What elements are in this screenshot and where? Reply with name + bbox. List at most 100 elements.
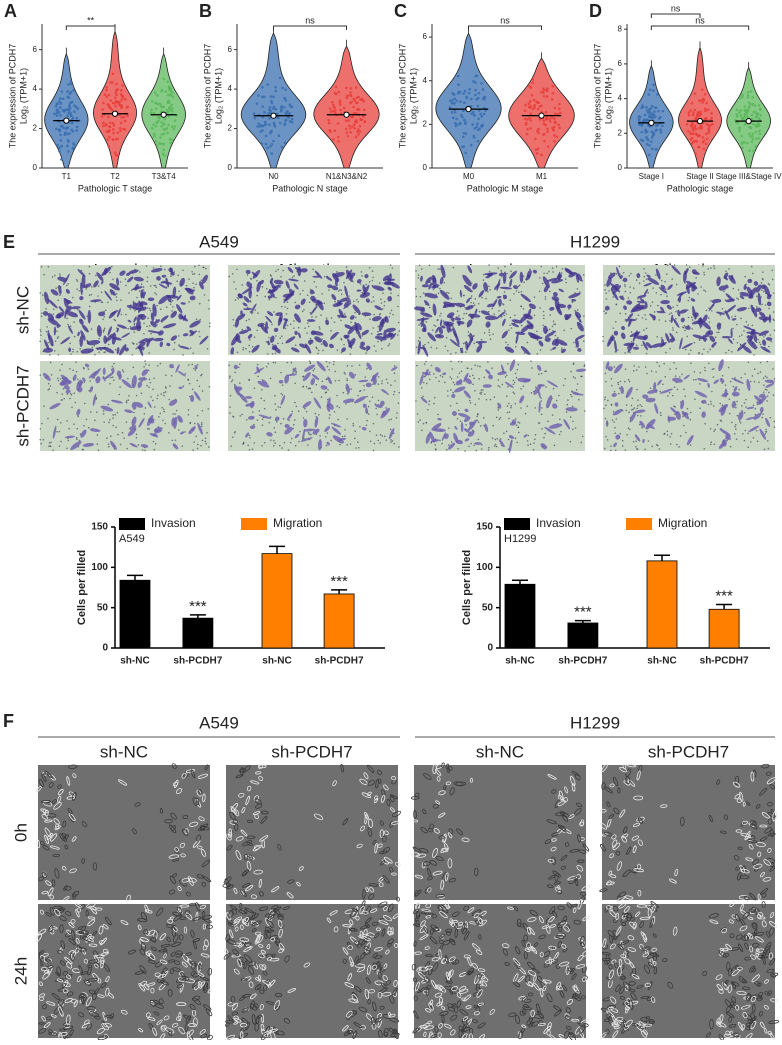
pore: [713, 430, 715, 432]
pore: [120, 444, 122, 446]
pore: [128, 395, 130, 397]
pore: [307, 444, 309, 446]
pore: [59, 294, 61, 296]
decor-dot: [155, 140, 158, 143]
pore: [611, 385, 613, 387]
pore: [488, 311, 490, 313]
pore: [488, 447, 490, 449]
decor-dot: [59, 97, 62, 100]
pore: [52, 449, 54, 451]
decor-dot: [271, 143, 274, 146]
decor-dot: [266, 83, 269, 86]
pore: [150, 310, 152, 312]
pore: [694, 342, 696, 344]
pore: [57, 378, 59, 380]
pore: [465, 424, 467, 426]
pore: [714, 443, 716, 445]
pore: [381, 348, 383, 350]
pore: [516, 290, 518, 292]
pore: [108, 422, 110, 424]
decor-dot: [335, 85, 338, 88]
pore: [578, 399, 580, 401]
pore: [282, 343, 284, 345]
pore: [740, 422, 742, 424]
pore: [342, 436, 344, 438]
pore: [110, 435, 112, 437]
pore: [440, 375, 442, 377]
pore: [51, 374, 53, 376]
decor-dot: [526, 133, 529, 136]
decor-dot: [112, 72, 115, 75]
pore: [346, 444, 348, 446]
pore: [85, 288, 87, 290]
pore: [143, 323, 145, 325]
decor-dot: [710, 117, 713, 120]
pore: [625, 291, 627, 293]
pore: [584, 410, 586, 412]
decor-dot: [115, 91, 118, 94]
pore: [295, 445, 297, 447]
decor-dot: [70, 80, 73, 83]
pore: [76, 428, 78, 430]
pore: [611, 404, 613, 406]
pore: [232, 436, 234, 438]
pore: [292, 276, 294, 278]
pore: [565, 278, 567, 280]
pore: [275, 409, 277, 411]
pore: [252, 411, 254, 413]
decor-dot: [101, 108, 104, 111]
pore: [716, 332, 718, 334]
pore: [674, 413, 676, 415]
pore: [160, 363, 162, 365]
pore: [540, 400, 542, 402]
pore: [507, 344, 509, 346]
decor-dot: [266, 147, 269, 150]
pore: [470, 443, 472, 445]
y-tick-label: 100: [476, 562, 493, 573]
pore: [368, 413, 370, 415]
decor-dot: [553, 117, 556, 120]
pore: [326, 361, 328, 363]
decor-dot: [62, 97, 65, 100]
decor-dot: [539, 105, 542, 108]
pore: [165, 391, 167, 393]
pore: [584, 364, 586, 366]
pore: [481, 339, 483, 341]
pore: [148, 428, 150, 430]
pore: [659, 448, 661, 450]
pore: [566, 411, 568, 413]
transwell-image: [228, 360, 400, 451]
decor-dot: [151, 127, 154, 130]
decor-dot: [65, 127, 68, 130]
pore: [745, 399, 747, 401]
pore: [284, 442, 286, 444]
pore: [774, 426, 776, 428]
pore: [163, 392, 165, 394]
pore: [83, 367, 85, 369]
decor-dot: [102, 125, 105, 128]
decor-dot: [339, 99, 342, 102]
pore: [264, 442, 266, 444]
decor-dot: [458, 123, 461, 126]
violin: [93, 24, 136, 168]
pore: [484, 393, 486, 395]
pore: [698, 352, 700, 354]
decor-dot: [648, 144, 651, 147]
pore: [762, 278, 764, 280]
pore: [632, 397, 634, 399]
pore: [112, 417, 114, 419]
pore: [672, 327, 674, 329]
decor-dot: [157, 103, 160, 106]
image-bg: [603, 361, 775, 451]
pore: [436, 319, 438, 321]
y-tick-label: 2: [423, 119, 428, 128]
pore: [633, 441, 635, 443]
pore: [127, 378, 129, 380]
pore: [468, 331, 470, 333]
pore: [326, 378, 328, 380]
decor-dot: [687, 130, 690, 133]
pore: [506, 273, 508, 275]
pore: [41, 266, 43, 268]
pore: [428, 404, 430, 406]
pore: [193, 287, 195, 289]
